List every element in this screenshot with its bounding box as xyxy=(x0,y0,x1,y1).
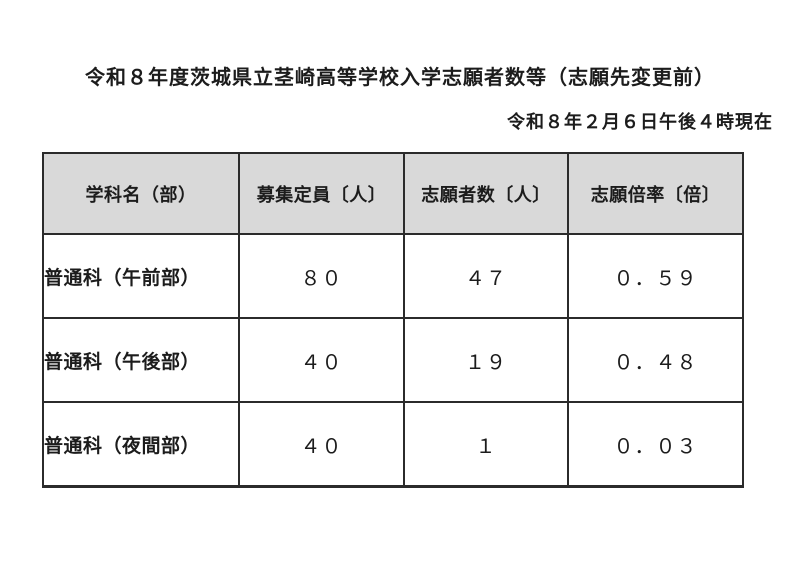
table-header-row: 学科名（部） 募集定員〔人〕 志願者数〔人〕 志願倍率〔倍〕 xyxy=(42,152,744,235)
cell-capacity: ４０ xyxy=(238,317,405,403)
applicants-table: 学科名（部） 募集定員〔人〕 志願者数〔人〕 志願倍率〔倍〕 普通科（午前部） … xyxy=(42,152,744,488)
cell-applicants: ４７ xyxy=(403,233,569,319)
page-title: 令和８年度茨城県立茎崎高等学校入学志願者数等（志願先変更前） xyxy=(85,67,715,89)
cell-capacity: ４０ xyxy=(238,401,405,488)
header-cell-department: 学科名（部） xyxy=(42,152,240,235)
header-cell-ratio: 志願倍率〔倍〕 xyxy=(567,152,744,235)
cell-department: 普通科（午前部） xyxy=(42,233,240,319)
cell-department: 普通科（午後部） xyxy=(42,317,240,403)
header-cell-capacity: 募集定員〔人〕 xyxy=(238,152,405,235)
cell-department: 普通科（夜間部） xyxy=(42,401,240,488)
cell-applicants: １ xyxy=(403,401,569,488)
date-note: 令和８年２月６日午後４時現在 xyxy=(507,112,773,132)
table-row: 普通科（午前部） ８０ ４７ ０．５９ xyxy=(42,233,744,319)
cell-ratio: ０．５９ xyxy=(567,233,744,319)
cell-capacity: ８０ xyxy=(238,233,405,319)
table-row: 普通科（午後部） ４０ １９ ０．４８ xyxy=(42,317,744,403)
cell-ratio: ０．０３ xyxy=(567,401,744,488)
header-cell-applicants: 志願者数〔人〕 xyxy=(403,152,569,235)
cell-ratio: ０．４８ xyxy=(567,317,744,403)
table-row: 普通科（夜間部） ４０ １ ０．０３ xyxy=(42,401,744,488)
cell-applicants: １９ xyxy=(403,317,569,403)
